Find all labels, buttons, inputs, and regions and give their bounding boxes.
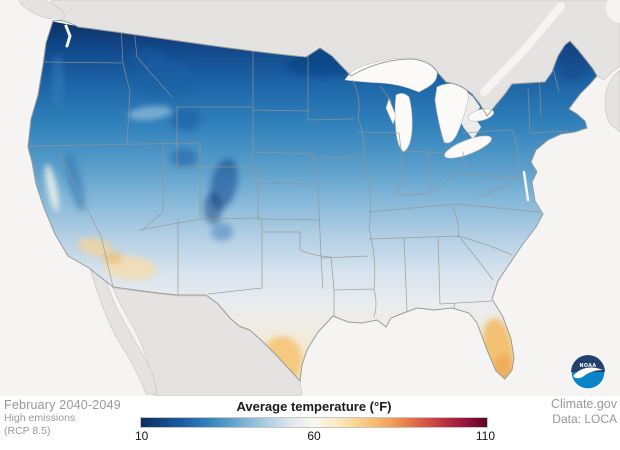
gulf-of-st-lawrence	[606, 0, 620, 23]
mexico-landmass	[89, 261, 303, 397]
legend-colorbar	[140, 417, 488, 428]
baja-california	[89, 261, 158, 395]
nova-scotia	[604, 69, 620, 133]
noaa-logo-text: NOAA	[580, 363, 597, 369]
st-lawrence-river	[480, 2, 565, 96]
legend-tick-max: 110	[475, 429, 495, 443]
data-source-label: Data: LOCA	[552, 411, 617, 426]
lake-erie	[444, 135, 492, 159]
green-bay	[385, 98, 397, 125]
noaa-seagull-icon	[573, 367, 603, 379]
lake-ontario	[468, 108, 494, 122]
puget-sound	[64, 24, 72, 48]
site-label: Climate.gov	[551, 397, 617, 411]
period-label: February 2040-2049	[4, 398, 121, 412]
scenario-caption: February 2040-2049 High emissions (RCP 8…	[4, 398, 121, 438]
temperature-legend: Average temperature (°F) 10 60 110	[135, 399, 495, 444]
rcp-label: (RCP 8.5)	[4, 424, 51, 437]
chesapeake-bay	[522, 170, 530, 202]
attribution: Climate.gov Data: LOCA	[551, 397, 617, 426]
vancouver-island	[19, 0, 65, 21]
legend-ticks: 10 60 110	[135, 429, 495, 444]
us-outline	[27, 19, 598, 383]
noaa-logo-icon: NOAA	[570, 354, 606, 390]
scenario-label: High emissions	[4, 412, 76, 424]
state-borders	[28, 27, 570, 318]
great-lakes	[344, 57, 494, 159]
legend-tick-mid: 60	[307, 429, 321, 443]
noaa-logo-sky	[571, 355, 605, 372]
legend-title: Average temperature (°F)	[236, 399, 392, 414]
legend-tick-min: 10	[135, 429, 149, 443]
